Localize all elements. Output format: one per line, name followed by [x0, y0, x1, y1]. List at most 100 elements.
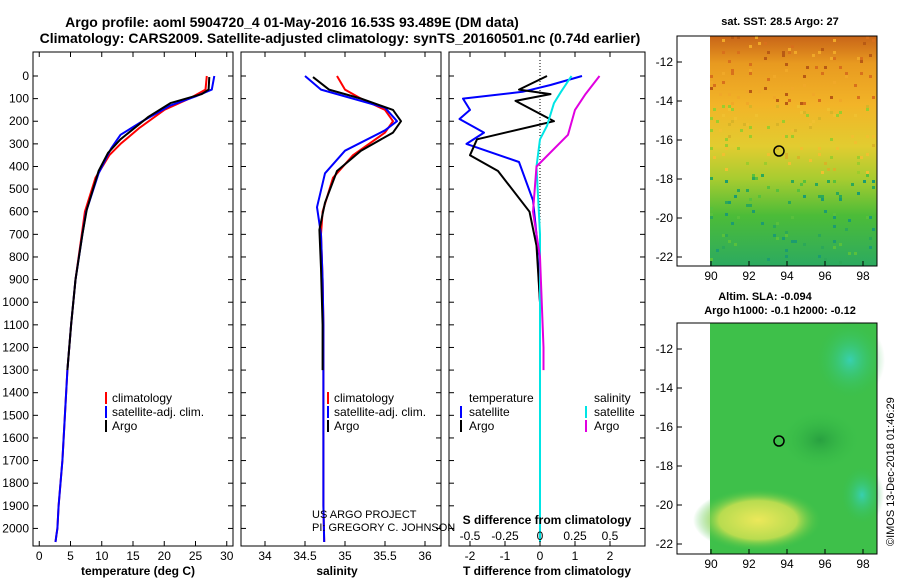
sst-pixel	[746, 162, 749, 165]
sst-pixel	[833, 246, 836, 249]
sst-pixel	[731, 222, 734, 225]
sst-pixel	[764, 87, 767, 90]
depth-tick-label: 400	[9, 159, 29, 173]
sst-pixel	[749, 204, 752, 207]
sst-pixel	[785, 231, 788, 234]
depth-tick-label: 2000	[2, 521, 29, 535]
sal-xtick-label: 35	[338, 549, 352, 563]
sst-pixel	[839, 66, 842, 69]
sst-pixel	[821, 198, 824, 201]
sst-pixel	[821, 72, 824, 75]
diff-xtick-label: -2	[465, 549, 476, 563]
sst-pixel	[782, 237, 785, 240]
sst-pixel	[788, 51, 791, 54]
sst-pixel	[752, 210, 755, 213]
sst-pixel	[872, 135, 875, 138]
sst-pixel	[776, 237, 779, 240]
temp-series-argo	[66, 77, 211, 371]
sst-pixel	[710, 117, 713, 120]
legend-label-salinity-argo: Argo	[594, 419, 620, 433]
depth-tick-label: 800	[9, 250, 29, 264]
latitude-tick-label: -14	[656, 381, 674, 395]
longitude-tick-label: 96	[818, 557, 832, 571]
sst-pixel	[791, 135, 794, 138]
sst-pixel	[788, 99, 791, 102]
sst-pixel	[821, 195, 824, 198]
sst-pixel	[806, 114, 809, 117]
sst-pixel	[776, 189, 779, 192]
sst-pixel	[755, 36, 758, 39]
sst-pixel	[749, 69, 752, 72]
sst-pixel	[734, 195, 737, 198]
sst-pixel	[785, 102, 788, 105]
depth-tick-label: 1300	[2, 363, 29, 377]
sst-pixel	[869, 54, 872, 57]
sst-map-frame	[676, 35, 878, 267]
project-credit: US ARGO PROJECT	[312, 509, 417, 521]
sst-pixel	[746, 123, 749, 126]
sst-pixel	[710, 216, 713, 219]
sst-pixel	[731, 120, 734, 123]
sst-pixel	[725, 234, 728, 237]
sst-pixel	[872, 144, 875, 147]
longitude-tick-label: 90	[704, 557, 718, 571]
difference-top-axis-label: S difference from climatology	[463, 513, 632, 527]
sst-pixel	[725, 213, 728, 216]
sst-pixel	[710, 87, 713, 90]
latitude-tick-label: -12	[656, 342, 674, 356]
sst-pixel	[710, 75, 713, 78]
salinity-difference-tick-label: -0.5	[460, 529, 481, 543]
sst-pixel	[710, 213, 713, 216]
sst-pixel	[794, 129, 797, 132]
sst-pixel	[827, 168, 830, 171]
sst-float-location-marker	[773, 145, 785, 157]
sst-pixel	[872, 39, 875, 42]
temp-xtick-label: 10	[95, 549, 109, 563]
sst-pixel	[854, 84, 857, 87]
longitude-tick-label: 90	[704, 269, 718, 283]
sst-pixel	[866, 135, 869, 138]
sst-pixel	[737, 36, 740, 39]
legend-heading-salinity: salinity	[594, 391, 631, 405]
depth-tick-label: 1000	[2, 295, 29, 309]
sst-pixel	[722, 246, 725, 249]
sst-pixel	[830, 138, 833, 141]
latitude-tick-label: -18	[656, 172, 674, 186]
sla-map-title-line2: Argo h1000: -0.1 h2000: -0.12	[704, 305, 856, 317]
sst-pixel	[800, 111, 803, 114]
sst-pixel	[821, 171, 824, 174]
legend-label-salinity-satellite: satellite	[594, 405, 635, 419]
sst-pixel	[737, 216, 740, 219]
sst-pixel	[728, 108, 731, 111]
longitude-tick-label: 98	[856, 269, 870, 283]
sst-pixel	[725, 201, 728, 204]
sst-pixel	[728, 135, 731, 138]
sst-pixel	[791, 180, 794, 183]
sst-pixel	[719, 93, 722, 96]
sst-pixel	[764, 42, 767, 45]
sst-pixel	[869, 75, 872, 78]
depth-tick-label: 100	[9, 92, 29, 106]
sla-float-location-marker	[773, 435, 785, 447]
sst-pixel	[791, 240, 794, 243]
sst-pixel	[854, 114, 857, 117]
temp-xtick-label: 15	[126, 549, 140, 563]
legend-label-temperature-argo: Argo	[469, 419, 495, 433]
sst-pixel	[749, 45, 752, 48]
sst-pixel	[869, 246, 872, 249]
sst-pixel	[833, 216, 836, 219]
sst-pixel	[737, 147, 740, 150]
sst-pixel	[749, 72, 752, 75]
difference-plot-frame	[448, 51, 646, 547]
sst-pixel	[749, 105, 752, 108]
salinity-xlabel: salinity	[316, 564, 358, 578]
sst-field	[710, 36, 877, 266]
sst-pixel	[824, 258, 827, 261]
legend-label-temperature-satellite: satellite	[469, 405, 510, 419]
sst-pixel	[809, 123, 812, 126]
sst-pixel	[854, 252, 857, 255]
sal-xtick-label: 36	[418, 549, 432, 563]
sst-pixel	[749, 63, 752, 66]
latitude-tick-label: -12	[656, 55, 674, 69]
sla-map: Altim. SLA: -0.094 Argo h1000: -0.1 h200…	[656, 291, 885, 571]
